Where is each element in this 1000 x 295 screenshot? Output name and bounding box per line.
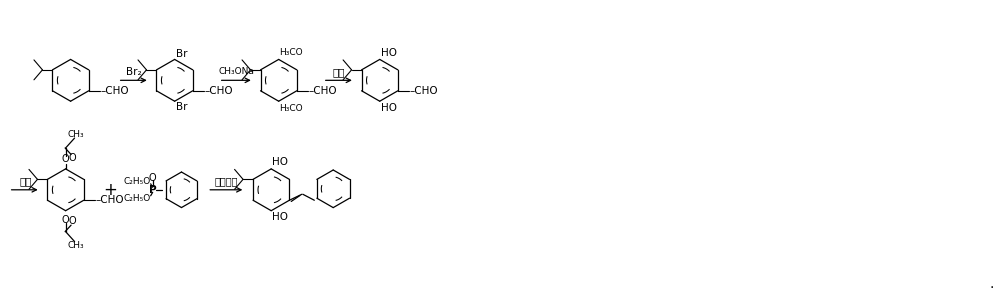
Text: 吡啶: 吡啶 [333,67,345,77]
Text: CH₃: CH₃ [67,130,84,139]
Text: HO: HO [381,103,397,113]
Text: 叔丁醇钾: 叔丁醇钾 [215,176,238,186]
Text: CH₃ONa: CH₃ONa [218,67,254,76]
Text: –CHO: –CHO [95,195,124,205]
Text: HO: HO [272,158,288,168]
Text: HO: HO [272,212,288,222]
Text: 醋酐: 醋酐 [19,176,32,186]
Text: O: O [62,155,69,164]
Text: –CHO: –CHO [308,86,337,96]
Text: Br₂: Br₂ [126,67,142,77]
Text: .: . [989,277,994,291]
Text: HO: HO [381,48,397,58]
Text: Br: Br [176,102,187,112]
Text: H₃CO: H₃CO [279,104,302,113]
Text: –CHO: –CHO [204,86,233,96]
Text: O: O [149,173,156,183]
Text: –CHO: –CHO [409,86,438,96]
Text: –CHO: –CHO [100,86,129,96]
Text: C₂H₅O: C₂H₅O [123,177,151,186]
Text: CH₃: CH₃ [67,240,84,250]
Text: O: O [68,216,76,226]
Text: O: O [68,153,76,163]
Text: P: P [149,185,156,195]
Text: C₂H₅O: C₂H₅O [123,194,151,203]
Text: H₃CO: H₃CO [279,48,302,57]
Text: +: + [103,181,117,199]
Text: O: O [62,215,69,225]
Text: Br: Br [176,49,187,59]
